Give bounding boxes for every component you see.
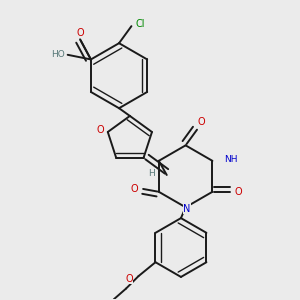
Text: O: O xyxy=(130,184,138,194)
Text: O: O xyxy=(235,187,242,197)
Text: HO: HO xyxy=(51,50,64,59)
Text: O: O xyxy=(96,124,104,134)
Text: N: N xyxy=(184,204,191,214)
Text: O: O xyxy=(198,117,206,127)
Text: O: O xyxy=(125,274,133,284)
Text: NH: NH xyxy=(224,155,238,164)
Text: H: H xyxy=(148,169,155,178)
Text: O: O xyxy=(76,28,84,38)
Text: Cl: Cl xyxy=(135,19,145,29)
